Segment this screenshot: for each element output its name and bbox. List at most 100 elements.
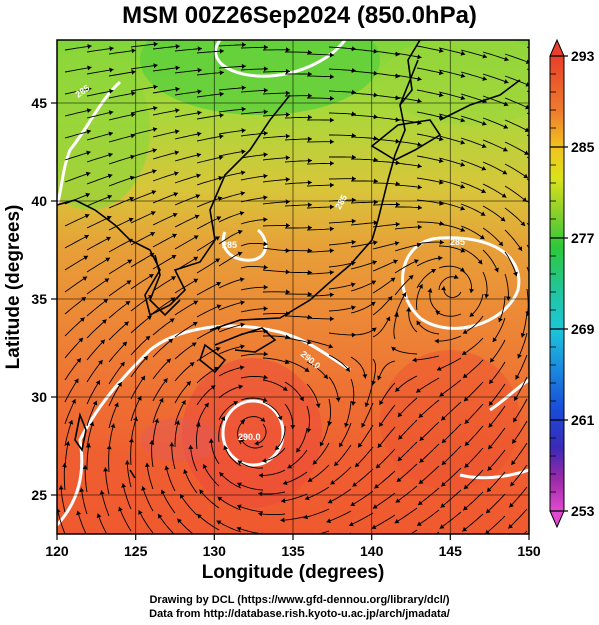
streamline [526,68,529,71]
streamline-arrow [502,170,508,175]
streamline-arrow [486,508,491,514]
streamline [460,137,487,148]
streamline [348,512,374,527]
streamline [190,444,198,472]
streamline [157,513,175,534]
streamline-arrow [312,459,318,465]
streamline-arrow [193,300,198,305]
streamline-arrow [417,142,422,147]
streamline [333,444,352,467]
streamline [440,401,462,421]
streamline [351,327,377,336]
streamline [218,192,246,201]
streamline [240,68,268,71]
streamline-arrow [285,177,290,182]
streamline-arrow [373,114,378,120]
streamline-arrow [68,420,74,425]
streamline-arrow [351,68,356,73]
streamline [440,467,462,487]
streamline-arrow [416,388,421,393]
streamline-arrow [263,66,268,72]
streamline-arrow [307,477,313,482]
streamline-arrow [263,264,268,270]
streamline-arrow [505,296,511,301]
streamline-arrow [193,278,198,284]
streamline [108,217,134,231]
grid-lines [57,40,529,534]
streamline [174,342,197,360]
contour-label: 285 [222,240,237,250]
streamline [440,489,462,508]
streamline-arrow [390,277,396,283]
streamline [86,421,94,449]
streamline-arrow [351,401,356,406]
streamline-arrow [87,65,92,71]
streamline [372,295,393,316]
streamline [416,241,444,245]
streamline [372,277,396,294]
streamline-arrow [323,374,328,379]
streamline-arrow [460,117,465,123]
streamline-arrow [417,521,422,526]
streamline-arrow [419,436,425,441]
streamline-arrow [482,53,487,59]
streamline-arrow [396,477,402,482]
streamline [199,489,220,509]
chart-title: MSM 00Z26Sep2024 (850.0hPa) [122,2,477,29]
streamline-arrow [126,280,132,285]
streamline [287,449,308,469]
streamline-arrow [240,437,245,443]
streamline-arrow [263,374,268,380]
streamline [262,401,282,421]
streamline [202,464,220,487]
x-tick-label: 135 [281,543,305,559]
streamline [307,249,334,253]
streamline-arrow [277,415,283,421]
streamline [526,200,529,204]
streamline-arrow [398,434,403,440]
streamline [463,469,484,490]
streamline-arrow [395,387,400,392]
streamline-arrow [481,188,486,194]
streamline-arrow [304,367,310,372]
streamline-arrow [87,86,92,92]
streamline [218,301,245,311]
streamline-arrow [417,98,422,104]
streamline-arrow [417,76,422,82]
streamline [460,269,473,294]
streamline [152,276,176,292]
streamline [394,52,422,59]
streamline-arrow [462,548,467,552]
streamline-arrow [397,412,403,417]
streamline [319,420,330,447]
streamline-arrow [237,504,242,510]
streamline-arrow [240,170,246,176]
streamline-arrow [418,479,424,484]
streamline [504,75,529,86]
streamline [240,397,268,402]
streamline-arrow [439,524,445,529]
streamline-arrow [393,259,398,265]
streamline-arrow [339,442,344,448]
streamline [152,297,176,314]
streamline-arrow [150,232,155,237]
streamline-arrow [153,63,158,69]
streamline-arrow [515,374,520,380]
streamline [372,223,400,228]
streamline [487,449,506,471]
streamline-arrow [417,224,422,230]
streamline-arrow [82,465,88,470]
streamline [394,226,422,230]
streamline [417,221,444,225]
streamline-arrow [174,129,180,135]
streamline-arrow [138,510,143,515]
streamline [441,423,462,444]
streamline-arrow [238,384,243,390]
streamline [438,135,466,144]
streamline [350,201,379,204]
streamline [64,378,79,403]
streamline [329,134,357,137]
streamline-arrow [498,241,503,246]
streamline-arrow [351,154,356,160]
streamline-arrow [305,495,310,501]
